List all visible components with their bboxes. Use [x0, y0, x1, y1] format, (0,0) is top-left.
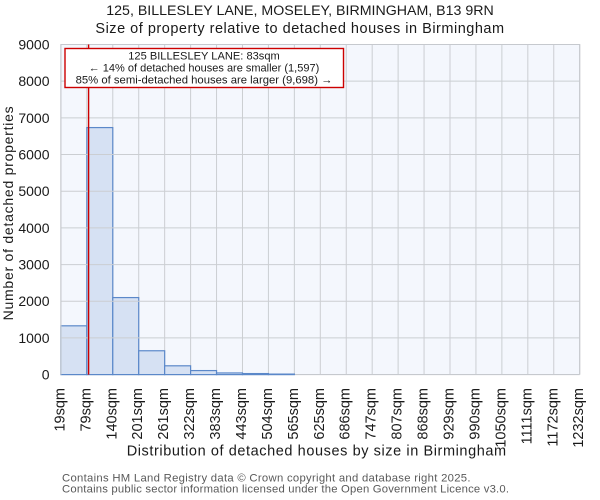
svg-text:79sqm: 79sqm	[78, 388, 94, 432]
svg-text:Contains HM Land Registry data: Contains HM Land Registry data © Crown c…	[62, 472, 471, 484]
svg-text:← 14% of detached houses are s: ← 14% of detached houses are smaller (1,…	[89, 63, 320, 75]
svg-text:140sqm: 140sqm	[104, 388, 120, 440]
svg-text:868sqm: 868sqm	[416, 388, 432, 440]
svg-text:929sqm: 929sqm	[442, 388, 458, 440]
svg-text:261sqm: 261sqm	[156, 388, 172, 440]
svg-text:7000: 7000	[18, 110, 49, 126]
svg-text:5000: 5000	[18, 183, 49, 199]
svg-text:443sqm: 443sqm	[234, 388, 250, 440]
svg-text:Size of property relative to d: Size of property relative to detached ho…	[95, 21, 504, 37]
svg-text:990sqm: 990sqm	[467, 388, 483, 440]
svg-text:9000: 9000	[18, 37, 49, 53]
svg-text:383sqm: 383sqm	[208, 388, 224, 440]
svg-text:504sqm: 504sqm	[260, 388, 276, 440]
svg-text:1232sqm: 1232sqm	[571, 388, 587, 448]
svg-text:19sqm: 19sqm	[52, 388, 68, 432]
svg-text:1000: 1000	[18, 330, 49, 346]
svg-text:8000: 8000	[18, 73, 49, 89]
svg-text:201sqm: 201sqm	[130, 388, 146, 440]
svg-text:1050sqm: 1050sqm	[493, 388, 509, 448]
svg-text:1172sqm: 1172sqm	[545, 388, 561, 447]
svg-text:Contains public sector informa: Contains public sector information licen…	[62, 484, 509, 496]
svg-text:747sqm: 747sqm	[364, 388, 380, 440]
svg-text:565sqm: 565sqm	[286, 388, 302, 440]
svg-text:Distribution of detached house: Distribution of detached houses by size …	[127, 443, 507, 459]
svg-text:125, BILLESLEY LANE, MOSELEY,: 125, BILLESLEY LANE, MOSELEY, BIRMINGHAM…	[106, 3, 493, 19]
svg-text:807sqm: 807sqm	[390, 388, 406, 440]
svg-text:125 BILLESLEY LANE: 83sqm: 125 BILLESLEY LANE: 83sqm	[128, 50, 280, 62]
svg-text:1111sqm: 1111sqm	[519, 388, 535, 444]
svg-text:Number of detached properties: Number of detached properties	[0, 106, 16, 321]
svg-text:4000: 4000	[18, 220, 49, 236]
svg-text:0: 0	[42, 367, 50, 383]
svg-text:6000: 6000	[18, 147, 49, 163]
svg-text:85% of semi-detached houses ar: 85% of semi-detached houses are larger (…	[76, 75, 333, 87]
svg-text:2000: 2000	[18, 293, 49, 309]
svg-text:625sqm: 625sqm	[312, 388, 328, 440]
svg-text:686sqm: 686sqm	[338, 388, 354, 440]
svg-text:322sqm: 322sqm	[182, 388, 198, 440]
svg-text:3000: 3000	[18, 257, 49, 273]
